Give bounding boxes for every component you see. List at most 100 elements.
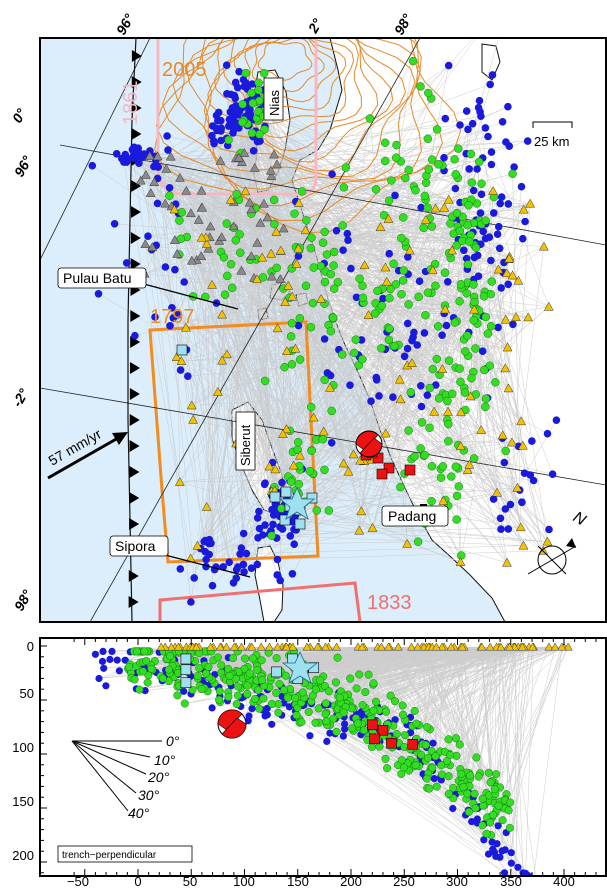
event-dot (240, 561, 248, 569)
event-dot (352, 336, 360, 344)
grat-neg2-left: -2° (9, 386, 32, 410)
event-dot (491, 378, 499, 386)
event-dot (510, 163, 518, 171)
event-dot (417, 382, 425, 390)
x-tick-label: 200 (340, 874, 362, 889)
event-dot (306, 467, 314, 475)
event-dot (181, 700, 189, 708)
event-dot (223, 90, 231, 98)
event-dot (233, 574, 241, 582)
event-dot (416, 277, 424, 285)
event-dot (288, 360, 296, 368)
event-dot (486, 233, 494, 241)
event-dot (398, 290, 406, 298)
event-dot (502, 138, 510, 146)
event-dot (178, 208, 186, 216)
event-dot (325, 507, 333, 515)
event-dot (367, 397, 375, 405)
event-dot (225, 693, 233, 701)
x-tick-label: 350 (500, 874, 522, 889)
event-dot (130, 144, 138, 152)
event-dot (467, 150, 475, 158)
event-dot (495, 223, 503, 231)
event-dot (248, 705, 255, 712)
event-dot (138, 154, 146, 162)
event-dot (519, 235, 527, 243)
event-dot (381, 157, 389, 165)
event-dot (255, 508, 263, 516)
event-dot (456, 297, 464, 305)
event-dot (523, 883, 530, 889)
event-dot (220, 253, 228, 261)
event-dot (471, 790, 479, 798)
event-dot (378, 302, 386, 310)
event-dot (479, 802, 487, 810)
event-dot (444, 437, 452, 445)
event-dot (383, 764, 391, 772)
event-dot (281, 363, 289, 371)
event-dot (159, 675, 167, 683)
event-dot (174, 692, 182, 700)
event-dot (446, 751, 454, 759)
event-dot (306, 732, 313, 739)
section-panel: 0° 10° 20° 30° 40° trench−perpendicular … (12, 638, 606, 889)
event-dot (317, 262, 325, 270)
event-dot (250, 147, 258, 155)
event-dot (249, 655, 257, 663)
event-dot (274, 556, 282, 564)
event-dot (261, 481, 269, 489)
event-dot (209, 122, 217, 130)
event-dot (291, 210, 299, 218)
event-dot (421, 329, 429, 337)
event-dot (236, 108, 244, 116)
event-dot (426, 384, 434, 392)
nias-label: Nias (264, 78, 283, 120)
event-dot (325, 688, 333, 696)
event-dot (251, 695, 259, 703)
y-tick-label: 200 (12, 848, 34, 863)
event-dot (470, 187, 478, 195)
event-dot (445, 357, 453, 365)
event-dot (445, 62, 453, 70)
event-dot (465, 238, 473, 246)
angle-label-0: 0° (166, 733, 180, 749)
event-dot (289, 570, 297, 578)
event-dot (163, 132, 171, 140)
event-dot (438, 771, 446, 779)
event-dot (154, 200, 162, 208)
event-dot (221, 291, 229, 299)
event-dot (154, 163, 162, 171)
event-dot (440, 154, 448, 162)
event-dot (231, 95, 239, 103)
event-dot (433, 355, 441, 363)
event-dot (310, 264, 318, 272)
event-dot (234, 84, 242, 92)
event-dot (328, 407, 336, 415)
event-dot (463, 107, 471, 115)
event-dot (296, 314, 304, 322)
event-dot (261, 521, 269, 529)
event-dot (435, 394, 443, 402)
label-siberut: Siberut (238, 424, 253, 466)
event-dot (355, 671, 363, 679)
event-dot (358, 355, 366, 363)
event-dot (445, 736, 453, 744)
event-dot (354, 720, 362, 728)
event-dot (255, 130, 263, 138)
event-dot (451, 155, 459, 163)
event-dot (225, 136, 233, 144)
event-dot (108, 648, 115, 655)
event-dot (504, 103, 512, 111)
event-dot (196, 664, 204, 672)
event-dot (387, 285, 395, 293)
x-tick-label: 50 (183, 874, 197, 889)
x-tick-label: 100 (233, 874, 255, 889)
event-dot (299, 689, 307, 697)
event-dot (296, 356, 304, 364)
event-dot (166, 184, 174, 192)
event-dot (275, 709, 283, 717)
event-dot (340, 733, 347, 740)
event-dot (225, 122, 233, 130)
event-dot (99, 648, 106, 655)
